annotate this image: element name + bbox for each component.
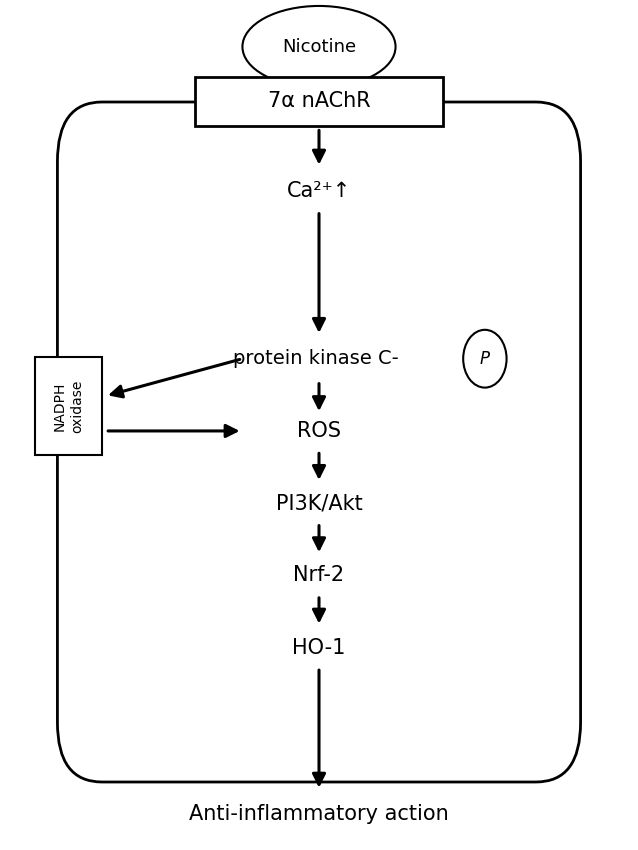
Text: ROS: ROS	[297, 421, 341, 441]
Text: Anti-inflammatory action: Anti-inflammatory action	[189, 804, 449, 824]
Text: Ca²⁺↑: Ca²⁺↑	[287, 181, 351, 201]
Circle shape	[463, 330, 507, 388]
Text: Nrf-2: Nrf-2	[293, 565, 345, 586]
FancyBboxPatch shape	[195, 76, 443, 126]
FancyBboxPatch shape	[35, 357, 102, 455]
Text: protein kinase C-: protein kinase C-	[233, 349, 399, 368]
Text: 7α nAChR: 7α nAChR	[268, 91, 370, 111]
Text: Nicotine: Nicotine	[282, 37, 356, 56]
Text: PI3K/Akt: PI3K/Akt	[276, 493, 362, 513]
Text: HO-1: HO-1	[292, 638, 346, 658]
Text: NADPH
oxidase: NADPH oxidase	[53, 379, 84, 433]
FancyBboxPatch shape	[57, 102, 581, 782]
Text: P: P	[480, 349, 490, 368]
Ellipse shape	[242, 6, 396, 88]
